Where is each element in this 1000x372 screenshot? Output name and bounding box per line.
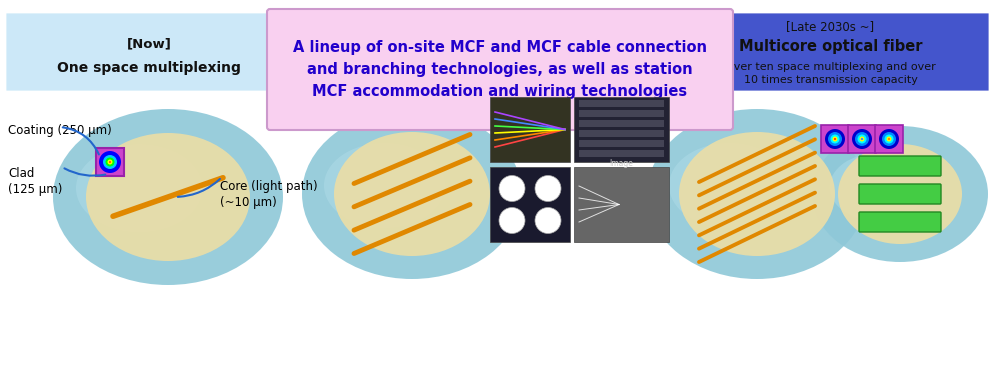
- Circle shape: [825, 129, 845, 149]
- Circle shape: [828, 132, 842, 146]
- FancyBboxPatch shape: [848, 125, 876, 153]
- Ellipse shape: [812, 126, 988, 262]
- FancyBboxPatch shape: [821, 125, 849, 153]
- FancyBboxPatch shape: [574, 97, 669, 162]
- Text: Coating (250 μm): Coating (250 μm): [8, 124, 112, 137]
- Text: Image: Image: [610, 159, 633, 168]
- Text: Multicore optical fiber: Multicore optical fiber: [739, 39, 922, 54]
- Ellipse shape: [838, 144, 962, 244]
- FancyBboxPatch shape: [267, 9, 733, 130]
- FancyBboxPatch shape: [579, 150, 664, 157]
- Circle shape: [832, 137, 838, 141]
- Ellipse shape: [302, 109, 522, 279]
- Text: Four space multiplexing,
4 times transmission capacity: Four space multiplexing, 4 times transmi…: [408, 62, 574, 86]
- Ellipse shape: [86, 133, 250, 261]
- Circle shape: [99, 151, 121, 173]
- Ellipse shape: [669, 143, 790, 228]
- Circle shape: [885, 135, 894, 144]
- FancyBboxPatch shape: [875, 125, 903, 153]
- Circle shape: [106, 157, 114, 167]
- FancyBboxPatch shape: [579, 100, 664, 107]
- FancyBboxPatch shape: [579, 140, 664, 147]
- Text: Clad
(125 μm): Clad (125 μm): [8, 167, 62, 196]
- Circle shape: [861, 138, 863, 140]
- Ellipse shape: [334, 132, 490, 256]
- FancyBboxPatch shape: [859, 156, 941, 176]
- FancyBboxPatch shape: [579, 110, 664, 117]
- Polygon shape: [313, 12, 669, 92]
- Text: [Late 2020s ~]: [Late 2020s ~]: [447, 20, 535, 33]
- Text: [Now]: [Now]: [126, 38, 171, 51]
- Circle shape: [535, 176, 561, 202]
- FancyBboxPatch shape: [859, 184, 941, 204]
- Ellipse shape: [679, 132, 835, 256]
- Text: One space multiplexing: One space multiplexing: [57, 61, 241, 75]
- Circle shape: [499, 208, 525, 234]
- Ellipse shape: [324, 143, 445, 228]
- FancyBboxPatch shape: [574, 167, 669, 242]
- Text: Core (light path)
(~10 μm): Core (light path) (~10 μm): [220, 180, 318, 209]
- Ellipse shape: [76, 144, 202, 232]
- Polygon shape: [643, 12, 990, 92]
- Circle shape: [887, 137, 892, 141]
- FancyBboxPatch shape: [490, 167, 570, 242]
- Circle shape: [535, 208, 561, 234]
- Polygon shape: [5, 12, 339, 92]
- Circle shape: [108, 160, 112, 164]
- Text: A lineup of on-site MCF and MCF cable connection
and branching technologies, as : A lineup of on-site MCF and MCF cable co…: [293, 41, 707, 99]
- Circle shape: [830, 135, 840, 144]
- FancyBboxPatch shape: [490, 97, 570, 162]
- Text: [Late 2030s ~]: [Late 2030s ~]: [786, 20, 875, 33]
- Circle shape: [888, 138, 890, 140]
- Ellipse shape: [830, 153, 926, 221]
- FancyBboxPatch shape: [579, 130, 664, 137]
- Circle shape: [499, 176, 525, 202]
- Circle shape: [834, 138, 836, 140]
- Circle shape: [855, 132, 869, 146]
- FancyBboxPatch shape: [96, 148, 124, 176]
- FancyBboxPatch shape: [859, 212, 941, 232]
- Circle shape: [879, 129, 899, 149]
- Text: Over ten space multiplexing and over
10 times transmission capacity: Over ten space multiplexing and over 10 …: [725, 62, 936, 86]
- Circle shape: [858, 135, 866, 144]
- Circle shape: [109, 161, 111, 163]
- Ellipse shape: [647, 109, 867, 279]
- Circle shape: [882, 132, 896, 146]
- Circle shape: [860, 137, 864, 141]
- Text: Multicore optical fiber: Multicore optical fiber: [399, 39, 583, 54]
- FancyBboxPatch shape: [579, 120, 664, 127]
- Ellipse shape: [53, 109, 283, 285]
- Circle shape: [852, 129, 872, 149]
- Circle shape: [103, 155, 117, 169]
